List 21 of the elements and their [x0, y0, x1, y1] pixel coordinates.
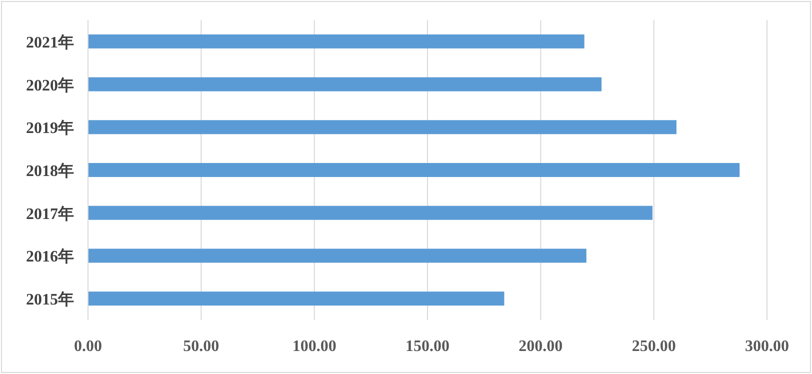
y-tick-label: 2020年 [26, 76, 74, 94]
bar [88, 248, 586, 263]
bar [88, 163, 740, 177]
bar [88, 77, 602, 92]
y-tick-label: 2018年 [26, 162, 74, 180]
x-tick-label: 250.00 [632, 338, 676, 355]
bar [88, 34, 584, 48]
y-tick-label: 2019年 [26, 119, 74, 138]
y-tick-label: 2015年 [26, 290, 74, 309]
x-tick-label: 150.00 [406, 338, 450, 355]
x-tick-label: 0.00 [74, 338, 102, 355]
x-tick-label: 50.00 [183, 338, 220, 355]
x-tick-label: 100.00 [292, 338, 336, 355]
bar [88, 206, 652, 220]
bar [88, 292, 504, 306]
y-tick-label: 2021年 [26, 33, 74, 52]
y-tick-label: 2016年 [26, 248, 74, 266]
y-tick-label: 2017年 [26, 204, 74, 223]
bar [88, 120, 676, 134]
x-tick-label: 300.00 [745, 338, 789, 355]
x-tick-label: 200.00 [518, 338, 563, 355]
